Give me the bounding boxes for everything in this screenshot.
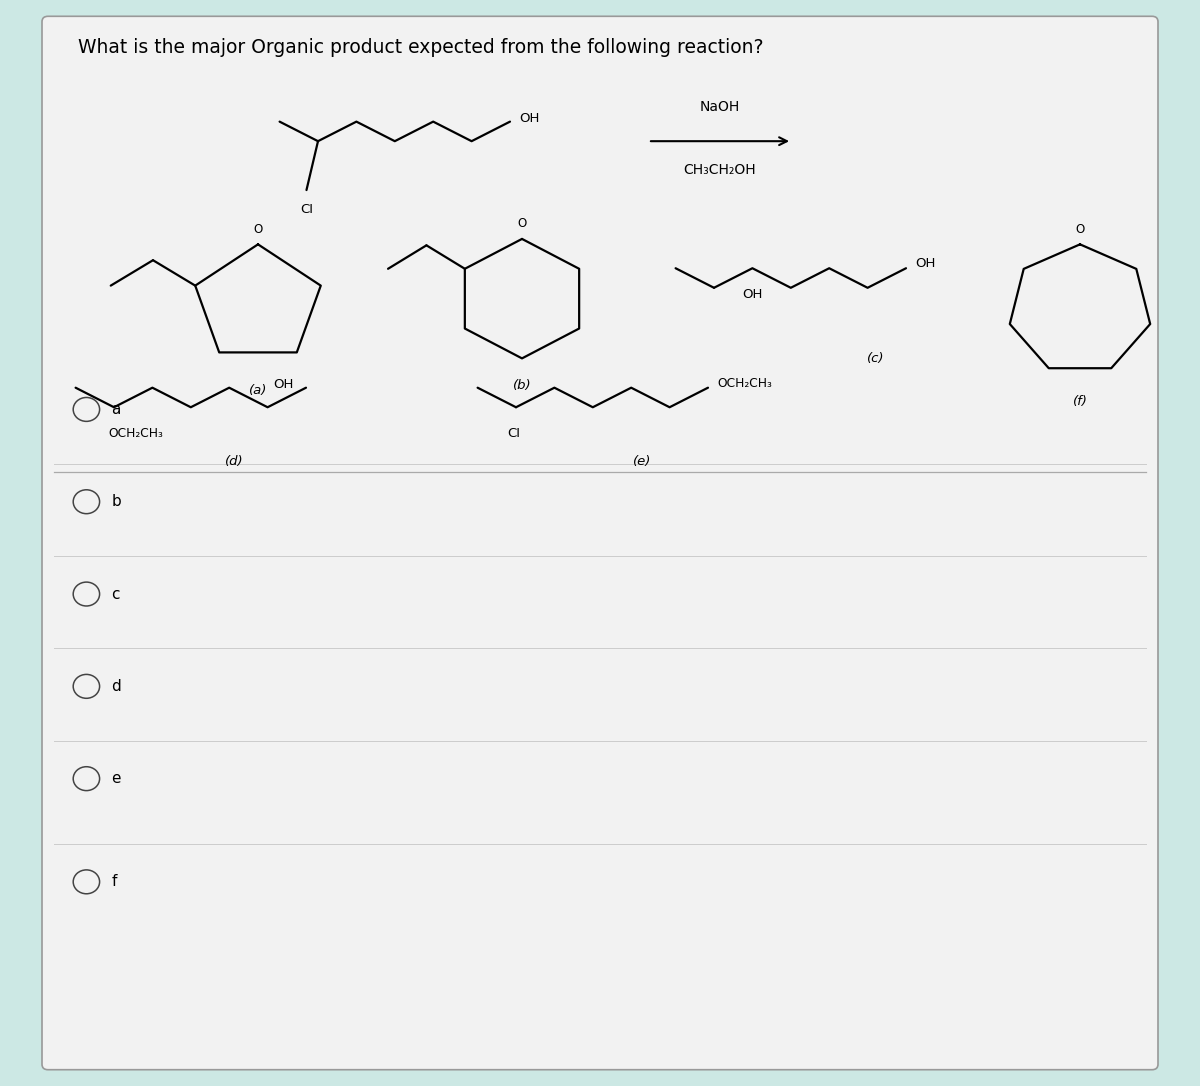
Text: O: O [253,223,263,236]
Text: f: f [112,874,116,889]
Text: (e): (e) [632,455,652,468]
Text: OH: OH [274,378,294,391]
Text: (f): (f) [1073,395,1087,408]
Text: (b): (b) [512,379,532,392]
Text: b: b [112,494,121,509]
Text: (c): (c) [868,352,884,365]
Text: OH: OH [743,288,762,301]
Text: CI: CI [300,203,313,216]
Text: O: O [1075,223,1085,236]
Text: CH₃CH₂OH: CH₃CH₂OH [684,163,756,177]
Text: OH: OH [520,112,540,125]
Text: d: d [112,679,121,694]
Text: (a): (a) [248,384,268,397]
Text: a: a [112,402,121,417]
Text: NaOH: NaOH [700,100,740,114]
Text: CI: CI [508,427,520,440]
Text: (d): (d) [224,455,244,468]
Text: O: O [517,217,527,230]
Text: OCH₂CH₃: OCH₂CH₃ [718,377,773,390]
FancyBboxPatch shape [42,16,1158,1070]
Text: What is the major Organic product expected from the following reaction?: What is the major Organic product expect… [78,38,763,56]
Text: c: c [112,586,120,602]
Text: e: e [112,771,121,786]
Text: OCH₂CH₃: OCH₂CH₃ [108,427,163,440]
Text: OH: OH [916,257,936,270]
